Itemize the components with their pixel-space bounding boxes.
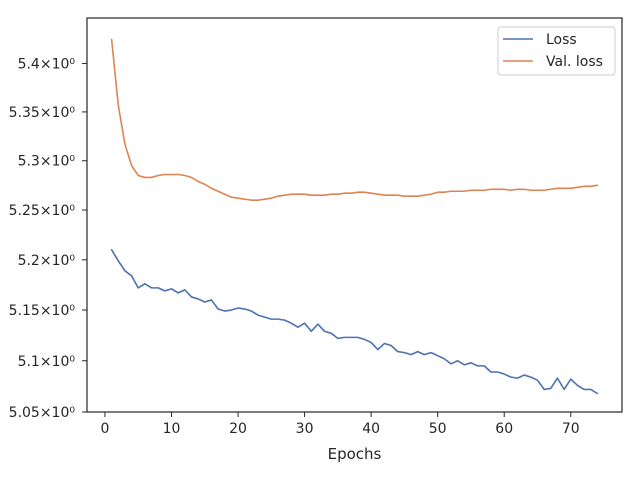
y-tick-label: 5.25×10⁰	[9, 203, 76, 219]
y-tick-label: 5.15×10⁰	[9, 303, 76, 319]
y-tick-label: 5.1×10⁰	[18, 354, 76, 370]
series-line-val-loss	[110, 38, 599, 201]
y-tick-label: 5.4×10⁰	[18, 57, 76, 73]
y-axis-ticks: 5.05×10⁰ 5.1×10⁰ 5.15×10⁰ 5.2×10⁰ 5.25×10⁰ 5.…	[9, 57, 87, 421]
x-tick-label: 30	[296, 421, 314, 437]
plot-frame	[86, 17, 623, 413]
x-tick-label: 20	[229, 421, 247, 437]
x-axis-ticks: 0 10 20 30 40 50 60 70	[101, 412, 580, 437]
series-line-loss	[110, 249, 599, 395]
y-tick-label: 5.2×10⁰	[18, 253, 76, 269]
x-tick-label: 0	[101, 421, 110, 437]
x-tick-label: 60	[495, 421, 513, 437]
y-tick-label: 5.05×10⁰	[9, 405, 76, 421]
y-tick-label: 5.35×10⁰	[9, 105, 76, 121]
legend-label-loss: Loss	[546, 32, 577, 48]
x-tick-label: 50	[429, 421, 447, 437]
x-tick-label: 40	[362, 421, 380, 437]
legend: Loss Val. loss	[497, 26, 616, 76]
x-axis-label: Epochs	[328, 445, 382, 463]
legend-label-val-loss: Val. loss	[546, 54, 603, 70]
x-tick-label: 10	[163, 421, 181, 437]
series-layer	[110, 38, 599, 395]
x-tick-label: 70	[562, 421, 580, 437]
y-tick-label: 5.3×10⁰	[18, 154, 76, 170]
